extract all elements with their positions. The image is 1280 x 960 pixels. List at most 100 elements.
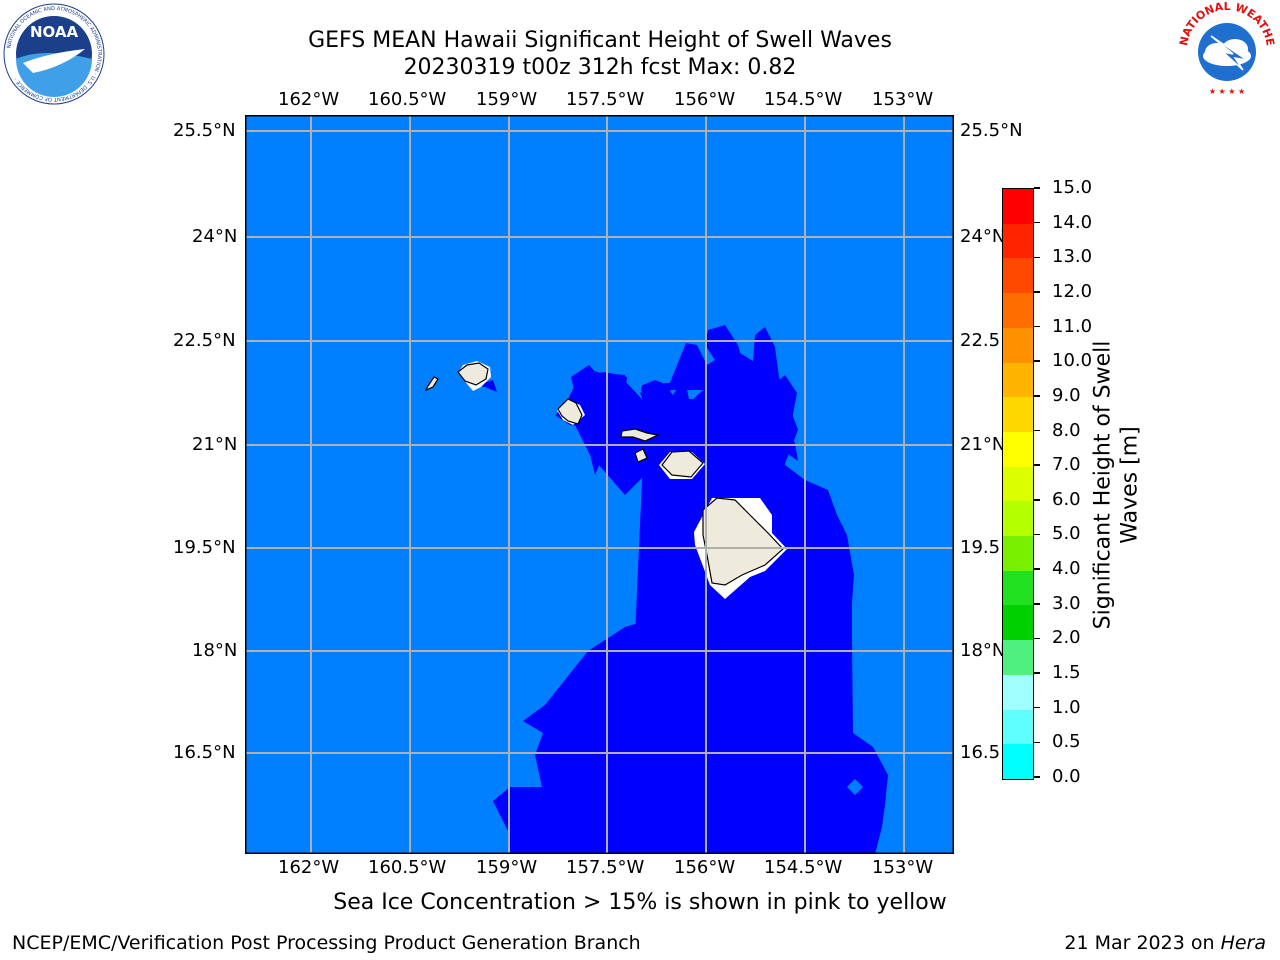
island-oahu [557,398,583,425]
island-lanai [634,448,648,463]
noaa-logo: NOAA NATIONAL OCEANIC AND ATMOSPHERIC AD… [3,3,105,109]
lon-label-bottom: 162°W [278,857,340,878]
colorbar-tick-mark [1034,187,1040,189]
map-frame [245,115,954,858]
lon-label-bottom: 156°W [674,857,736,878]
colorbar-tick-mark [1034,429,1040,432]
lon-label-bottom: 154.5°W [764,857,843,878]
colorbar-cell [1003,293,1033,328]
colorbar-cell [1003,362,1033,398]
colorbar-cell [1003,258,1033,294]
island-niihau [424,376,439,392]
colorbar-tick-label: 6.0 [1052,488,1081,510]
colorbar-cell [1003,223,1033,259]
colorbar-tick-mark [1034,533,1040,536]
colorbar-tick-mark [1034,603,1040,605]
colorbar-cell [1003,536,1033,571]
colorbar-tick-label: 13.0 [1052,246,1093,268]
colorbar-tick-mark [1034,395,1040,397]
lat-label-right: 19.5 [960,537,1001,558]
lat-label-right: 16.5 [960,742,1001,763]
footer-branch: NCEP/EMC/Verification Post Processing Pr… [12,932,641,954]
colorbar-cell [1003,570,1033,606]
title-line-2: 20230319 t00z 312h fcst Max: 0.82 [403,55,797,80]
svg-text:★ ★ ★ ★: ★ ★ ★ ★ [1209,87,1245,96]
colorbar-tick-label: 0.5 [1052,731,1081,753]
lon-label-top: 160.5°W [368,89,447,110]
sea-ice-note-text: Sea Ice Concentration > 15% is shown in … [333,890,947,915]
colorbar-tick-label: 1.5 [1052,662,1081,684]
island-maui [661,450,704,478]
colorbar-tick-label: 1.0 [1052,696,1081,718]
colorbar-cell [1003,327,1033,363]
colorbar-tick-label: 5.0 [1052,523,1081,545]
lon-label-top: 153°W [872,89,934,110]
colorbar-tick-mark [1034,637,1040,640]
colorbar-cell [1003,640,1033,675]
lat-label-left: 25.5°N [173,120,236,141]
lon-label-bottom: 157.5°W [566,857,645,878]
lat-label-left: 16.5°N [173,742,236,763]
lat-label-left: 19.5°N [173,537,236,558]
lon-label-top: 162°W [278,89,340,110]
lat-label-right: 21°N [960,434,1006,455]
colorbar-tick-mark [1034,360,1040,362]
island-molokai [620,428,660,442]
colorbar-tick-mark [1034,499,1040,501]
swell-low-niihau [475,380,497,392]
colorbar-tick-label: 3.0 [1052,592,1081,614]
colorbar-label-line-1: Significant Height of Swell [1090,340,1116,630]
lat-label-left: 18°N [192,640,238,661]
colorbar-tick-label: 8.0 [1052,419,1081,441]
lon-label-top: 159°W [476,89,538,110]
lat-label-right: 22.5 [960,330,1001,351]
lat-label-left: 21°N [192,434,238,455]
swell-low-speck [831,627,845,640]
colorbar-tick-label: 12.0 [1052,280,1093,302]
colorbar-tick-mark [1034,464,1040,466]
colorbar-tick-mark [1034,291,1040,293]
lat-label-left: 24°N [192,226,238,247]
footer-host: Hera [1220,932,1266,954]
colorbar-cell [1003,744,1033,779]
lat-label-right: 24°N [960,226,1006,247]
colorbar-tick-mark [1034,325,1040,328]
lon-label-bottom: 159°W [476,857,538,878]
graticule [245,115,954,854]
swell-mid-speck [847,779,863,795]
nws-logo: NATIONAL WEATHER SERVICE ★ ★ ★ ★ [1173,0,1277,104]
colorbar-tick-mark [1034,221,1040,224]
colorbar-tick-mark [1034,672,1040,674]
island-kauai [457,362,489,386]
lon-label-top: 157.5°W [566,89,645,110]
colorbar [1002,188,1034,780]
colorbar-cell [1003,674,1033,710]
lon-label-bottom: 160.5°W [368,857,447,878]
colorbar-tick-label: 7.0 [1052,454,1081,476]
lon-label-bottom: 153°W [872,857,934,878]
colorbar-cell [1003,189,1033,224]
colorbar-cell [1003,709,1033,745]
colorbar-cell [1003,605,1033,641]
lat-label-right: 25.5°N [960,120,1023,141]
colorbar-tick-label: 4.0 [1052,558,1081,580]
colorbar-tick-mark [1034,741,1040,744]
lon-label-top: 154.5°W [764,89,843,110]
colorbar-tick-mark [1034,568,1040,570]
map-border [245,115,954,854]
colorbar-tick-mark [1034,776,1040,778]
colorbar-cell [1003,431,1033,467]
swell-low-patch-5 [642,380,745,455]
colorbar-tick-mark [1034,256,1040,259]
map-plot [245,115,954,854]
title-line-1: GEFS MEAN Hawaii Significant Height of S… [308,28,892,53]
colorbar-ticks: 15.0 14.0 13.0 12.0 11.0 10.0 9.0 8.0 7.0 6.0 5.0 4… [1034,178,1106,790]
colorbar-tick-label: 9.0 [1052,384,1081,406]
lon-label-top: 156°W [674,89,736,110]
sea-ice-note: Sea Ice Concentration > 15% is shown in … [0,890,1280,915]
colorbar-tick-label: 10.0 [1052,350,1093,372]
colorbar-tick-label: 0.0 [1052,766,1081,787]
lat-label-left: 22.5°N [173,330,236,351]
colorbar-tick-label: 2.0 [1052,627,1081,649]
colorbar-cell [1003,466,1033,502]
